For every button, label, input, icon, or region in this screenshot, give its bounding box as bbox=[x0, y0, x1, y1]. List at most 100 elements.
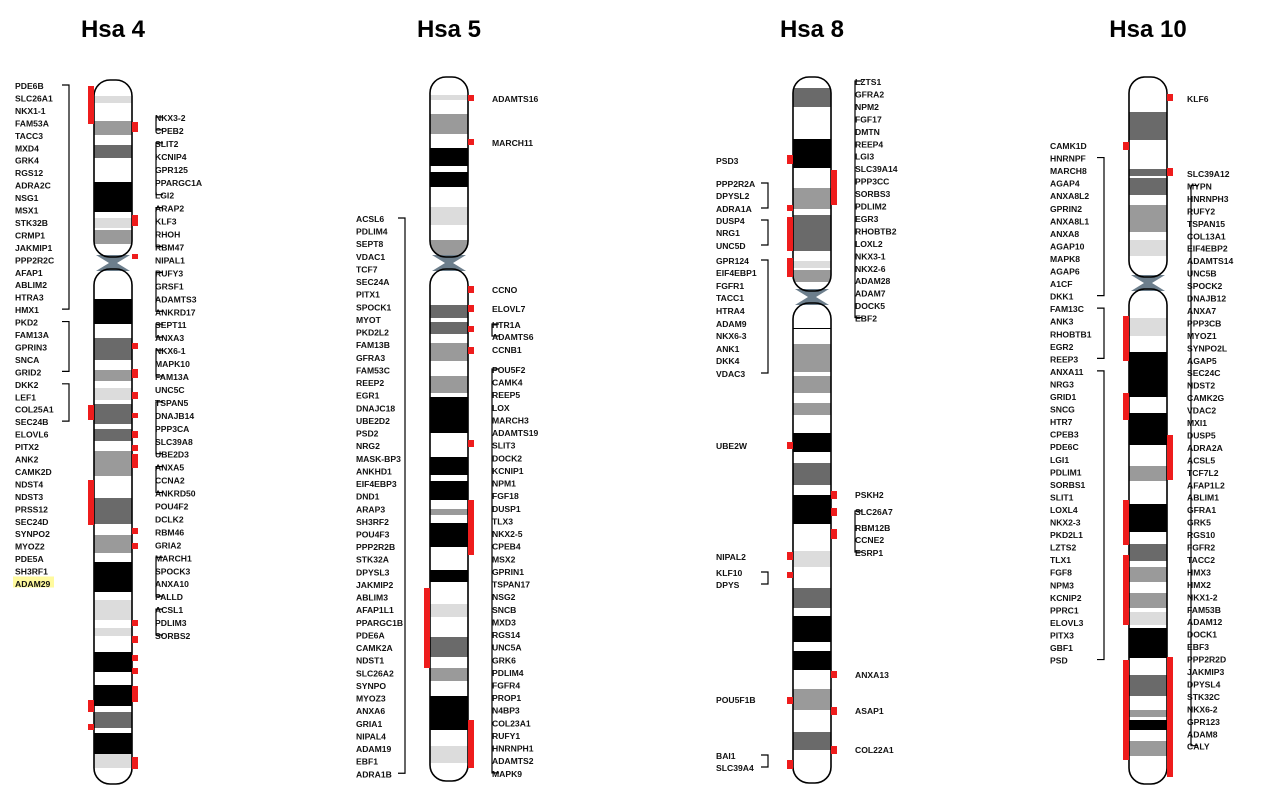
gene-label: POU5F1B bbox=[716, 695, 756, 705]
mapping-marker bbox=[132, 343, 138, 349]
centromere bbox=[795, 289, 829, 305]
gene-label: DUSP1 bbox=[492, 504, 521, 514]
gene-label: PPP3CB bbox=[1187, 318, 1221, 328]
gene-label: POU4F2 bbox=[155, 502, 189, 512]
gene-label: DCLK2 bbox=[155, 514, 184, 524]
gene-label: ANXA8L1 bbox=[1050, 216, 1089, 226]
gene-label: DOCK2 bbox=[492, 453, 522, 463]
gene-label: AGAP5 bbox=[1187, 356, 1217, 366]
chromosome-band bbox=[430, 523, 468, 547]
gene-label: FAM53A bbox=[15, 118, 49, 128]
gene-label: SORBS3 bbox=[855, 189, 891, 199]
chromosome-band bbox=[94, 628, 132, 636]
gene-label: GPR125 bbox=[155, 165, 188, 175]
mapping-marker bbox=[132, 686, 138, 702]
gene-label: ABLIM1 bbox=[1187, 493, 1219, 503]
chromosome-band bbox=[94, 182, 132, 212]
gene-group-bracket bbox=[1097, 156, 1105, 297]
gene-label: LOXL4 bbox=[1050, 505, 1078, 515]
gene-label: FGF17 bbox=[855, 114, 882, 124]
gene-label: RUFY3 bbox=[155, 268, 183, 278]
mapping-marker bbox=[132, 655, 138, 661]
gene-label: VDAC3 bbox=[716, 369, 745, 379]
chromosome-band bbox=[94, 685, 132, 706]
gene-label: GRSF1 bbox=[155, 281, 184, 291]
gene-label: TSPAN5 bbox=[155, 398, 188, 408]
gene-label: KLF6 bbox=[1187, 94, 1209, 104]
chromosome-band bbox=[1129, 567, 1167, 582]
mapping-marker bbox=[831, 529, 837, 539]
chromosome-band bbox=[94, 429, 132, 441]
gene-label: DPYSL3 bbox=[356, 567, 390, 577]
mapping-marker bbox=[1123, 393, 1129, 420]
gene-label: PKD2L2 bbox=[356, 328, 389, 338]
gene-label: ACSL1 bbox=[155, 605, 183, 615]
gene-label: UBE2W bbox=[716, 441, 748, 451]
gene-label: REEP3 bbox=[1050, 354, 1078, 364]
gene-label: PDE5A bbox=[15, 554, 44, 564]
highlighted-gene-bg bbox=[13, 576, 54, 588]
gene-label: DUSP4 bbox=[716, 216, 745, 226]
gene-label: AFAP1 bbox=[15, 268, 43, 278]
right-gene-labels-hsa8: LZTS1 GFRA2 NPM2 FGF17 DMTN REEP4 LGI3 SLC39A14… bbox=[831, 77, 898, 755]
gene-label: AGAP6 bbox=[1050, 267, 1080, 277]
gene-label: FAM53C bbox=[356, 365, 390, 375]
gene-label: MYOT bbox=[356, 315, 382, 325]
gene-label: PSKH2 bbox=[855, 490, 884, 500]
gene-label: HMX1 bbox=[15, 305, 39, 315]
gene-label: ANXA3 bbox=[155, 333, 184, 343]
mapping-marker bbox=[132, 413, 138, 418]
gene-label: PITX1 bbox=[356, 290, 380, 300]
gene-group-bracket bbox=[155, 608, 163, 636]
gene-label: GPR124 bbox=[716, 256, 749, 266]
gene-label: ANXA10 bbox=[155, 579, 189, 589]
gene-label: ADAM8 bbox=[1187, 729, 1218, 739]
gene-group-bracket bbox=[761, 219, 769, 246]
mapping-marker bbox=[787, 697, 793, 704]
gene-label: ANK3 bbox=[1050, 317, 1074, 327]
gene-label: ADAM7 bbox=[855, 289, 886, 299]
gene-label: SEPT8 bbox=[356, 239, 383, 249]
gene-label: TLX3 bbox=[492, 516, 513, 526]
gene-group-bracket bbox=[155, 466, 163, 494]
gene-label: RUFY2 bbox=[1187, 206, 1215, 216]
gene-label: CCNB1 bbox=[492, 345, 522, 355]
chromosome-band bbox=[430, 637, 468, 657]
gene-label: PPP2R2C bbox=[15, 255, 54, 265]
gene-label: ANKRD17 bbox=[155, 307, 196, 317]
gene-label: LOXL2 bbox=[855, 239, 883, 249]
gene-label: PDE6A bbox=[356, 630, 385, 640]
gene-label: RGS10 bbox=[1187, 530, 1215, 540]
gene-label: NRG2 bbox=[356, 441, 380, 451]
chromosome-band bbox=[793, 651, 831, 670]
mapping-marker bbox=[468, 139, 474, 145]
gene-label: MARCH8 bbox=[1050, 166, 1087, 176]
gene-label: DKK1 bbox=[1050, 292, 1074, 302]
gene-label: SNCB bbox=[492, 605, 516, 615]
chromosome-band bbox=[430, 207, 468, 225]
chromosome-band bbox=[1129, 710, 1167, 717]
gene-group-bracket bbox=[62, 320, 70, 372]
chromosome-q-arm bbox=[792, 302, 832, 784]
gene-label: UBE2D3 bbox=[155, 450, 189, 460]
chromosome-band bbox=[1129, 205, 1167, 232]
gene-label: SEC24C bbox=[1187, 368, 1220, 378]
gene-label: PALLD bbox=[155, 592, 183, 602]
mapping-marker bbox=[1123, 660, 1129, 760]
chromosome-band bbox=[430, 509, 468, 515]
gene-label: FAM13B bbox=[356, 340, 390, 350]
gene-label: NSG2 bbox=[492, 592, 516, 602]
gene-label: MARCH11 bbox=[492, 138, 533, 148]
gene-label: NKX3-2 bbox=[155, 113, 186, 123]
gene-label: DPYS bbox=[716, 580, 740, 590]
gene-label: NKX1-1 bbox=[15, 106, 46, 116]
chromosome-band bbox=[94, 562, 132, 592]
gene-label: LGI2 bbox=[155, 191, 174, 201]
gene-group-bracket bbox=[761, 754, 769, 768]
gene-label: CAMK2A bbox=[356, 643, 393, 653]
chromosome-band bbox=[793, 344, 831, 372]
gene-label: TACC1 bbox=[716, 293, 744, 303]
gene-label: MXD3 bbox=[492, 617, 516, 627]
chromosome-band bbox=[94, 451, 132, 476]
mapping-marker bbox=[88, 700, 94, 712]
